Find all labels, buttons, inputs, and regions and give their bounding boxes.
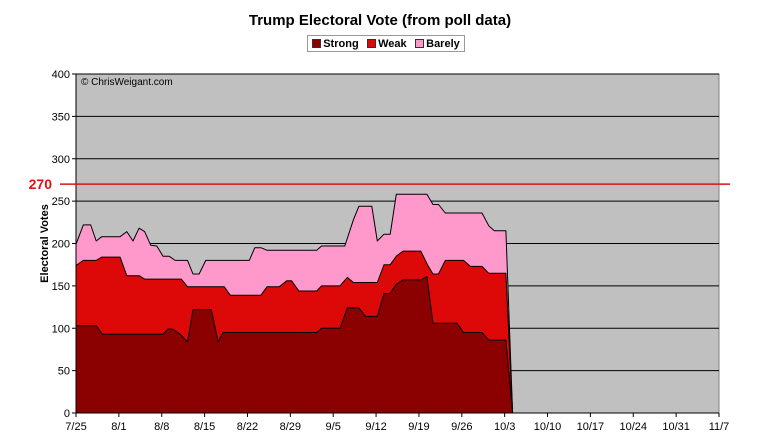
- legend-label: Strong: [323, 37, 359, 50]
- x-tick-label: 7/25: [65, 421, 86, 433]
- legend-item-strong: Strong: [312, 37, 359, 50]
- x-tick-label: 10/24: [620, 421, 648, 433]
- x-tick-label: 11/7: [709, 421, 730, 433]
- legend-swatch-weak: [367, 39, 377, 48]
- y-tick-label: 0: [64, 408, 70, 420]
- chart-title: Trump Electoral Vote (from poll data): [248, 12, 512, 29]
- area-strong: [75, 276, 514, 414]
- y-tick-label: 150: [52, 281, 70, 293]
- x-tick-label: 10/3: [494, 421, 515, 433]
- y-axis-label: Electoral Votes: [39, 204, 51, 283]
- x-tick-label: 8/22: [237, 421, 258, 433]
- y-tick-label: 50: [58, 366, 70, 378]
- reference-line-label: 270: [29, 176, 53, 192]
- legend-item-barely: Barely: [415, 38, 460, 50]
- x-tick-label: 10/10: [534, 421, 562, 433]
- x-tick-label: 8/8: [154, 421, 169, 433]
- y-tick-label: 200: [52, 239, 70, 251]
- y-tick-label: 350: [52, 111, 70, 123]
- x-tick-label: 9/19: [408, 421, 429, 433]
- legend: Strong Weak Barely: [307, 35, 465, 52]
- legend-label: Weak: [378, 37, 407, 50]
- x-tick-label: 10/17: [577, 421, 605, 433]
- x-tick-label: 9/12: [365, 421, 386, 433]
- x-tick-label: 8/29: [280, 421, 301, 433]
- x-tick-label: 10/31: [662, 421, 690, 433]
- x-tick-label: 8/1: [111, 421, 126, 433]
- y-tick-label: 400: [52, 69, 70, 81]
- x-tick-label: 9/5: [326, 421, 341, 433]
- x-tick-label: 9/26: [451, 421, 472, 433]
- y-tick-label: 300: [52, 154, 70, 166]
- x-tick-label: 8/15: [194, 421, 215, 433]
- y-tick-label: 100: [52, 323, 70, 335]
- watermark: © ChrisWeigant.com: [81, 77, 173, 88]
- y-tick-label: 250: [52, 196, 70, 208]
- legend-swatch-barely: [415, 39, 425, 48]
- legend-swatch-strong: [312, 39, 322, 48]
- legend-label: Barely: [426, 37, 460, 50]
- legend-item-weak: Weak: [367, 38, 407, 50]
